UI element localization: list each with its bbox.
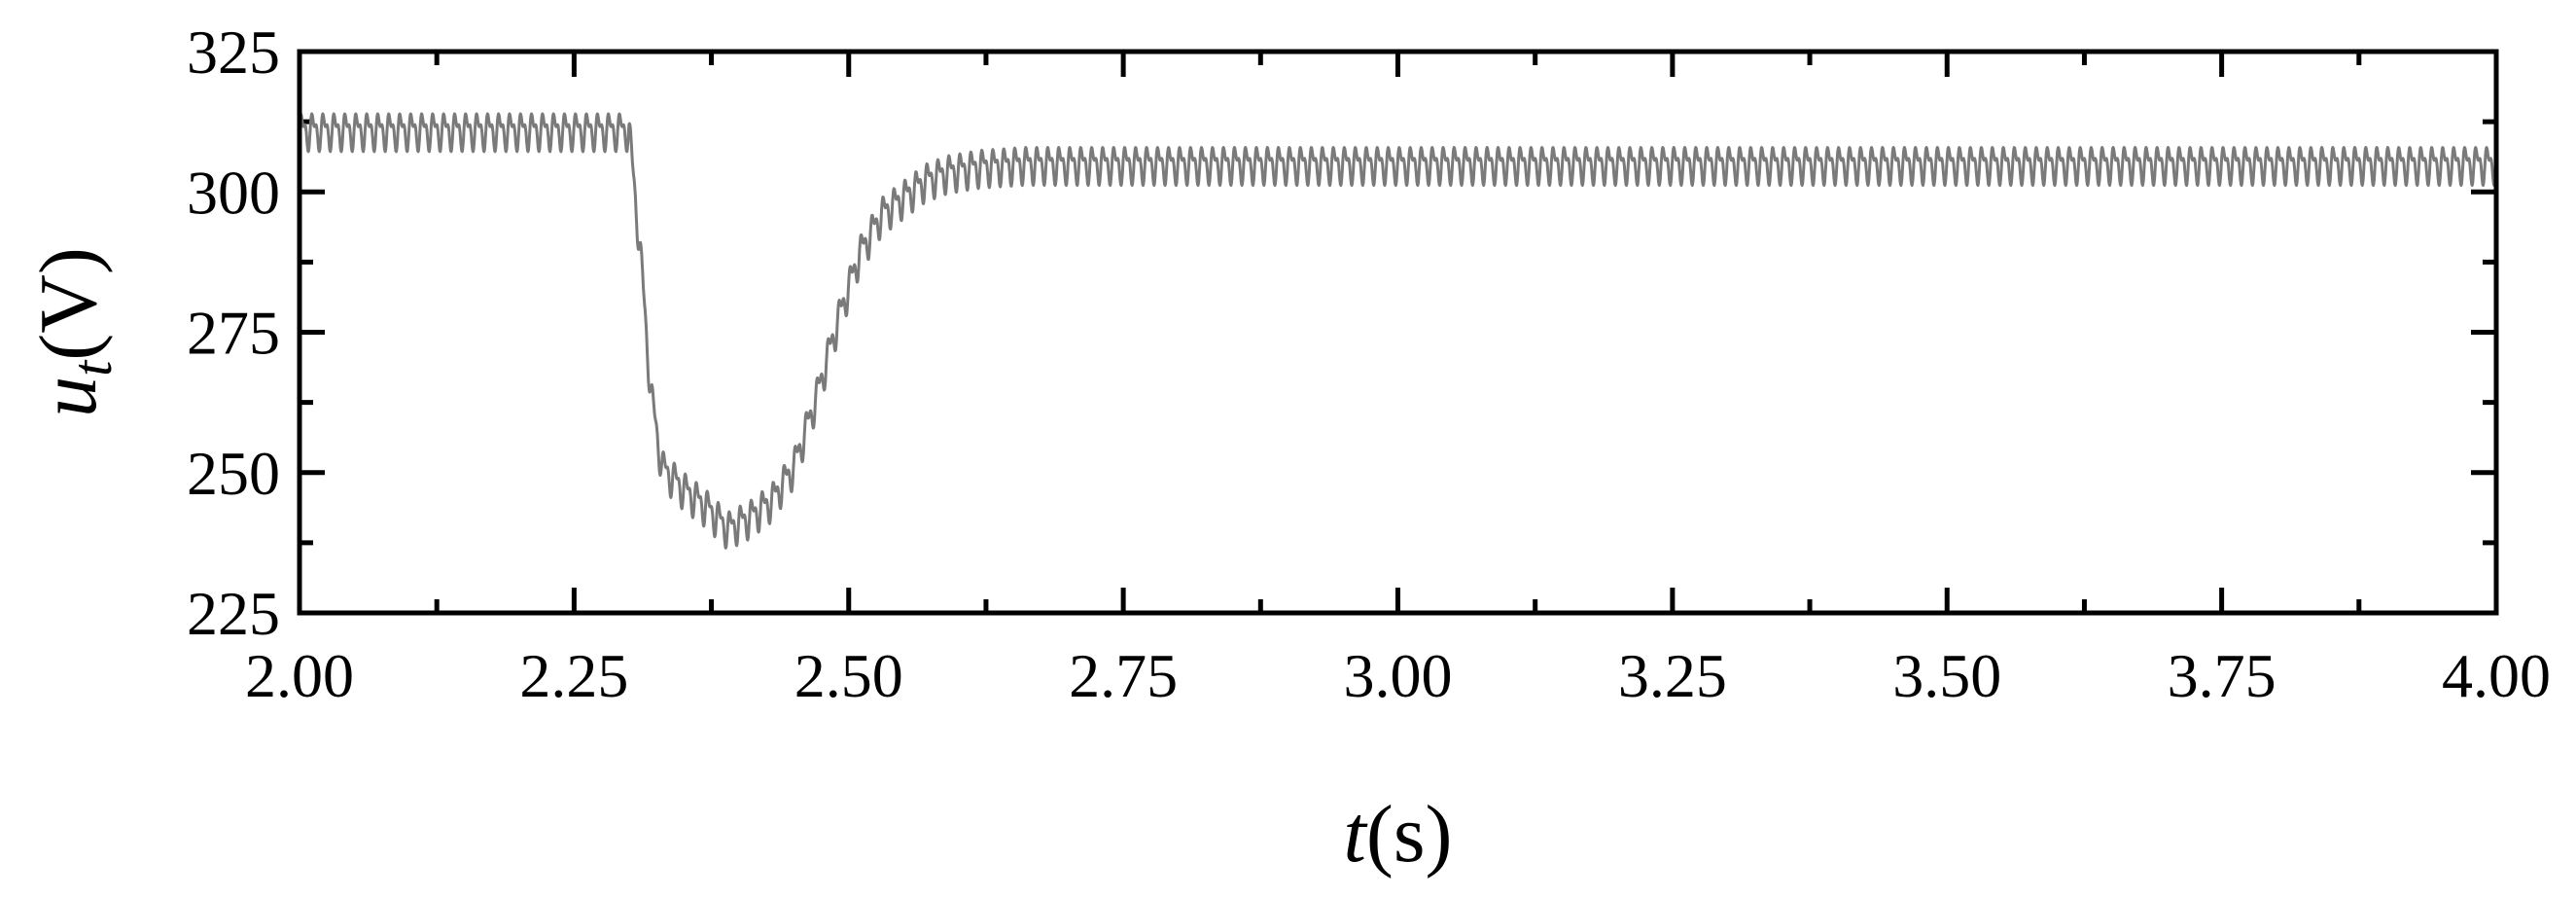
y-tick-label: 275 [187,299,280,368]
x-tick-label: 4.00 [2442,641,2551,710]
y-tick-label: 325 [187,18,280,87]
x-tick-label: 3.50 [1892,641,2001,710]
y-axis-unit: (V) [23,247,114,361]
x-tick-label: 2.25 [519,641,628,710]
y-tick-label: 225 [187,579,280,648]
x-axis-label: t(s) [1344,789,1453,879]
y-axis-subscript: t [60,359,124,377]
tick-labels: 2.00 2.25 2.50 2.75 3.00 3.25 3.50 3.75 4.00 225 2… [187,18,2551,710]
x-tick-label: 3.75 [2168,641,2276,710]
series-line-group [298,112,2498,550]
voltage-series-line [298,112,2498,550]
x-axis-symbol: t [1344,789,1369,879]
x-tick-label: 2.00 [245,641,354,710]
y-tick-label: 250 [187,439,280,508]
x-tick-label: 3.25 [1618,641,1727,710]
y-axis-label: ut(V) [23,247,124,417]
x-axis-unit: (s) [1366,789,1453,879]
x-tick-label: 2.75 [1069,641,1178,710]
plot-frame [297,49,2499,616]
y-axis-symbol: u [23,377,114,417]
x-tick-label: 2.50 [794,641,903,710]
x-tick-label: 3.00 [1344,641,1453,710]
y-tick-label: 300 [187,158,280,227]
